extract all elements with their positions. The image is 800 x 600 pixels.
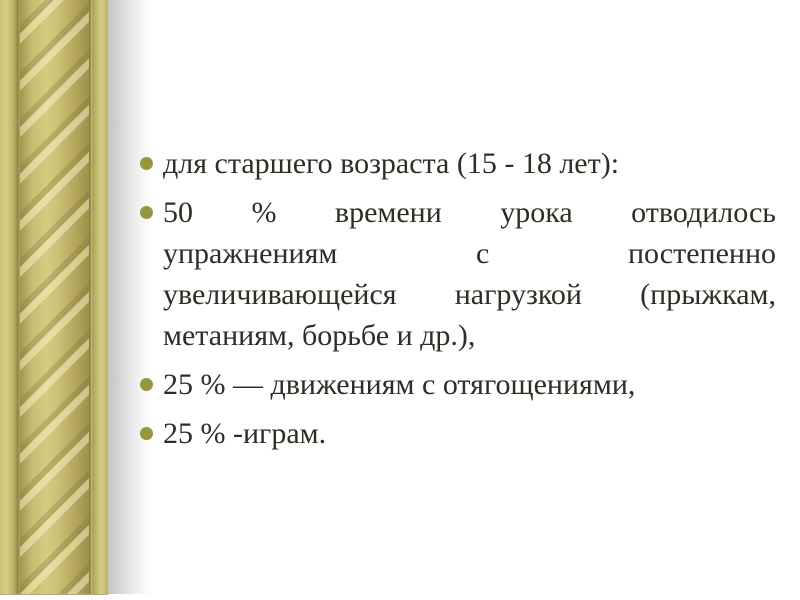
bullet-icon: [140, 206, 153, 219]
bullet-item-3: 25 % — движениям с отягощениями,: [140, 364, 776, 405]
bullet-text-line: метаниям, борьбе и др.),: [163, 319, 476, 352]
border-rope-column: [20, 0, 89, 594]
border-pilaster-left: [0, 0, 17, 594]
border-groove-left: [17, 0, 20, 594]
bullet-text-line: увеличивающейся нагрузкой (прыжкам,: [163, 278, 776, 311]
left-border-ornament: [0, 0, 156, 595]
border-groove-right: [89, 0, 92, 594]
bullet-icon: [140, 378, 153, 391]
bullet-text-line: упражнениям с постепенно: [163, 237, 776, 270]
border-shadow-fade: [108, 0, 156, 594]
bullet-text-line: 50 % времени урока отводилось: [163, 196, 776, 229]
bullet-icon: [140, 157, 153, 170]
bullet-item-1: для старшего возраста (15 - 18 лет):: [140, 143, 776, 184]
bullet-text: 25 % — движениям с отягощениями,: [163, 368, 636, 401]
bullet-text: 25 % -играм.: [163, 417, 327, 450]
bullet-icon: [140, 427, 153, 440]
bullet-text: для старшего возраста (15 - 18 лет):: [163, 147, 620, 180]
bullet-item-2: 50 % времени урока отводилось упражнения…: [140, 192, 776, 356]
border-pilaster-right: [92, 0, 108, 594]
bullet-list: для старшего возраста (15 - 18 лет): 50 …: [140, 143, 776, 462]
bullet-item-4: 25 % -играм.: [140, 413, 776, 454]
